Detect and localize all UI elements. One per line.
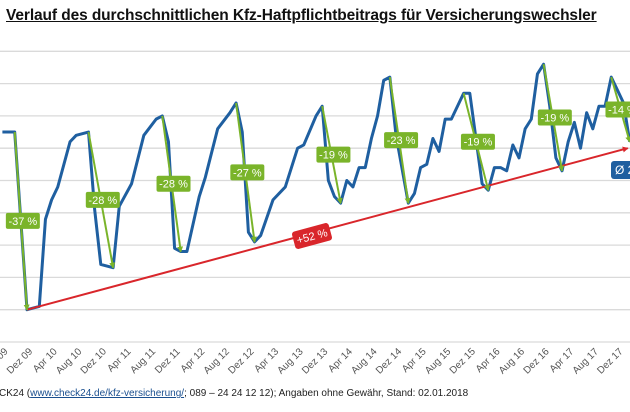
x-tick-label: Dez 17: [595, 346, 625, 376]
x-tick-label: Dez 13: [300, 346, 330, 376]
x-tick-label: Dez 12: [226, 346, 256, 376]
source-footer: CK24 (www.check24.de/kfz-versicherung/; …: [0, 388, 468, 399]
drop-label: -37 %: [8, 216, 37, 228]
x-tick-label: Aug 16: [497, 346, 527, 376]
chart-title: Verlauf des durchschnittlichen Kfz-Haftp…: [6, 7, 597, 24]
x-tick-label: Aug 15: [423, 346, 453, 376]
drop-label-box: [605, 101, 630, 118]
x-tick-label: Aug 17: [571, 346, 601, 376]
average-label: Ø 2: [615, 163, 630, 177]
drop-label: -14 %: [608, 104, 630, 116]
x-tick-label: Aug 10: [54, 346, 84, 376]
x-tick-label: Dez 11: [153, 346, 183, 376]
drop-label-box: [460, 133, 495, 150]
x-tick-label: Dez 16: [522, 346, 552, 376]
drop-label-box: [5, 212, 40, 229]
drop-label: -19 %: [464, 137, 493, 149]
trend-label: +52 %: [291, 223, 333, 249]
drop-label-box: [384, 132, 419, 149]
drop-label: -28 %: [88, 195, 117, 207]
drop-label-box: [316, 146, 351, 163]
drop-label: -19 %: [319, 150, 348, 162]
x-tick-label: Dez 14: [374, 346, 404, 376]
series-line: [2, 62, 630, 312]
x-tick-label: Dez 09: [5, 346, 35, 376]
x-tick-label: Aug 14: [349, 346, 379, 376]
average-label-box: [611, 161, 630, 179]
x-tick-label: Aug 13: [276, 346, 306, 376]
drop-label: -23 %: [387, 135, 416, 147]
drop-label-box: [230, 164, 265, 181]
source-link[interactable]: www.check24.de/kfz-versicherung/: [30, 388, 185, 399]
x-tick-label: Aug 11: [128, 346, 158, 376]
x-tick-label: Dez 15: [448, 346, 478, 376]
drop-label-box: [156, 175, 191, 192]
x-tick-label: Dez 10: [79, 346, 109, 376]
footer-suffix: ; 089 – 24 24 12 12); Angaben ohne Gewäh…: [184, 388, 469, 399]
drop-label: -28 %: [159, 179, 188, 191]
drop-label-box: [85, 191, 120, 208]
drop-label: -27 %: [233, 167, 262, 179]
drop-label: -19 %: [540, 113, 569, 125]
trend-label-box: [291, 223, 333, 249]
drop-label-box: [537, 109, 572, 126]
x-tick-label: Aug 12: [202, 346, 232, 376]
footer-prefix: CK24 (: [0, 388, 31, 399]
